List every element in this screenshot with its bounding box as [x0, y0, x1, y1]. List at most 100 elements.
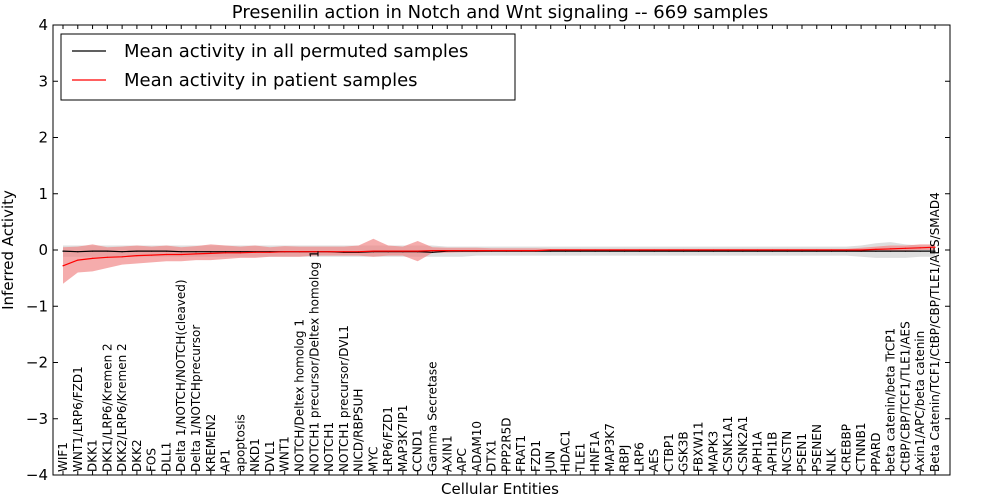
y-tick-label: 2 [38, 129, 48, 147]
x-tick-label: DLL1 [159, 442, 173, 472]
x-tick-label: RBPJ [618, 445, 632, 472]
point-series-1 [372, 250, 374, 252]
x-tick-label: FOS [145, 448, 159, 472]
legend-label-patient: Mean activity in patient samples [124, 70, 418, 91]
x-tick-label: MAP3K7 [603, 423, 617, 472]
x-tick-label: DKK2 [130, 439, 144, 472]
x-tick-label: AXIN1 [440, 435, 454, 472]
x-tick-label: AP1 [219, 449, 233, 472]
x-tick-label: FRAT1 [514, 435, 528, 472]
x-tick-label: LRP6/FZD1 [381, 406, 395, 472]
point-series-1 [491, 250, 493, 252]
point-series-0 [697, 250, 700, 252]
point-series-1 [121, 256, 123, 258]
x-tick-label: DKK2/LRP6/Kremen 2 [115, 343, 129, 472]
point-series-0 [594, 250, 596, 252]
x-tick-label: Gamma Secretase [425, 361, 439, 472]
point-series-1 [919, 247, 921, 249]
point-series-1 [239, 252, 241, 254]
point-series-1 [106, 256, 108, 258]
point-series-1 [757, 249, 759, 251]
point-series-1 [431, 250, 434, 252]
point-series-0 [165, 250, 168, 252]
chart-title: Presenilin action in Notch and Wnt signa… [232, 2, 768, 23]
x-tick-label: NOTCH1 [322, 422, 336, 472]
point-series-0 [579, 250, 581, 252]
point-series-1 [210, 252, 212, 254]
x-tick-label: DTX1 [485, 440, 499, 472]
point-series-0 [638, 250, 641, 252]
x-axis-label: Cellular Entities [441, 480, 559, 498]
x-tick-label: Beta Catenin/TCF1/CtBP/CBP/TLE1/AES/SMAD… [928, 192, 942, 472]
x-tick-label: MAP3K7IP1 [396, 405, 410, 472]
point-series-1 [771, 249, 774, 251]
point-series-1 [890, 248, 892, 250]
y-tick-label: −2 [26, 354, 48, 372]
point-series-1 [875, 248, 877, 250]
x-tick-label: NKD1 [248, 438, 262, 472]
point-series-1 [683, 249, 685, 251]
legend-box [60, 33, 516, 101]
point-series-1 [697, 249, 700, 251]
point-series-0 [934, 250, 936, 252]
point-series-1 [254, 251, 256, 253]
point-series-1 [712, 249, 714, 251]
confidence-bands [63, 238, 935, 284]
x-tick-label: PSENEN [810, 424, 824, 472]
x-tick-label: DVL1 [263, 440, 277, 472]
point-series-1 [343, 251, 345, 253]
point-series-1 [535, 250, 537, 252]
point-series-1 [151, 254, 153, 256]
point-series-1 [904, 247, 907, 249]
point-series-1 [579, 249, 581, 251]
x-tick-label: HNF1A [588, 430, 602, 472]
point-series-0 [668, 250, 670, 252]
x-tick-label: NOTCH/Deltex homolog 1 [292, 319, 306, 472]
x-tick-label: CTNNB1 [854, 422, 868, 472]
point-series-0 [845, 250, 847, 252]
series-lines [62, 246, 936, 267]
point-series-0 [609, 250, 611, 252]
legend: Mean activity in all permuted samples Me… [60, 33, 516, 101]
x-tick-label: Axin1/APC/beta catenin [913, 331, 927, 472]
point-series-0 [92, 250, 94, 252]
x-tick-label: AES [647, 449, 661, 472]
y-tick-label: 4 [38, 16, 48, 34]
point-series-1 [62, 265, 64, 267]
x-tick-label: Delta 1/NOTCH/NOTCH(cleaved) [174, 279, 188, 472]
x-tick-label: NOTCH1 precursor/Deltex homolog 1 [307, 250, 321, 472]
point-series-1 [845, 249, 847, 251]
x-tick-label: WIF1 [56, 442, 70, 472]
point-series-1 [816, 249, 818, 251]
point-series-1 [284, 251, 286, 253]
point-series-1 [298, 251, 301, 253]
y-tick-label: 0 [38, 241, 48, 259]
point-series-0 [180, 251, 182, 253]
point-series-1 [77, 259, 79, 261]
y-axis-label: Inferred Activity [0, 190, 17, 310]
x-tick-label: DKK1/LRP6/Kremen 2 [100, 343, 114, 472]
x-tick-label: GSK3B [677, 431, 691, 472]
point-series-1 [609, 249, 611, 251]
point-series-1 [505, 250, 507, 252]
point-series-1 [801, 249, 803, 251]
point-series-1 [638, 249, 641, 251]
point-series-1 [727, 249, 729, 251]
y-tick-label: 1 [38, 185, 48, 203]
point-series-0 [786, 250, 788, 252]
point-series-0 [564, 250, 567, 252]
point-series-1 [358, 251, 360, 253]
x-tick-label: KREMEN2 [204, 414, 218, 472]
x-tick-label: NLK [825, 447, 839, 472]
x-tick-label: apoptosis [233, 414, 247, 472]
x-tick-label: APH1B [765, 432, 779, 472]
point-series-0 [550, 250, 552, 252]
x-tick-label: DKK1 [86, 439, 100, 472]
point-series-1 [653, 249, 655, 251]
x-tick-label: TLE1 [573, 443, 587, 473]
x-tick-label: FBXW11 [692, 422, 706, 473]
x-tick-label: FZD1 [529, 440, 543, 472]
x-tick-label: CSNK1A1 [721, 416, 735, 472]
x-tick-label: WNT1 [278, 436, 292, 472]
